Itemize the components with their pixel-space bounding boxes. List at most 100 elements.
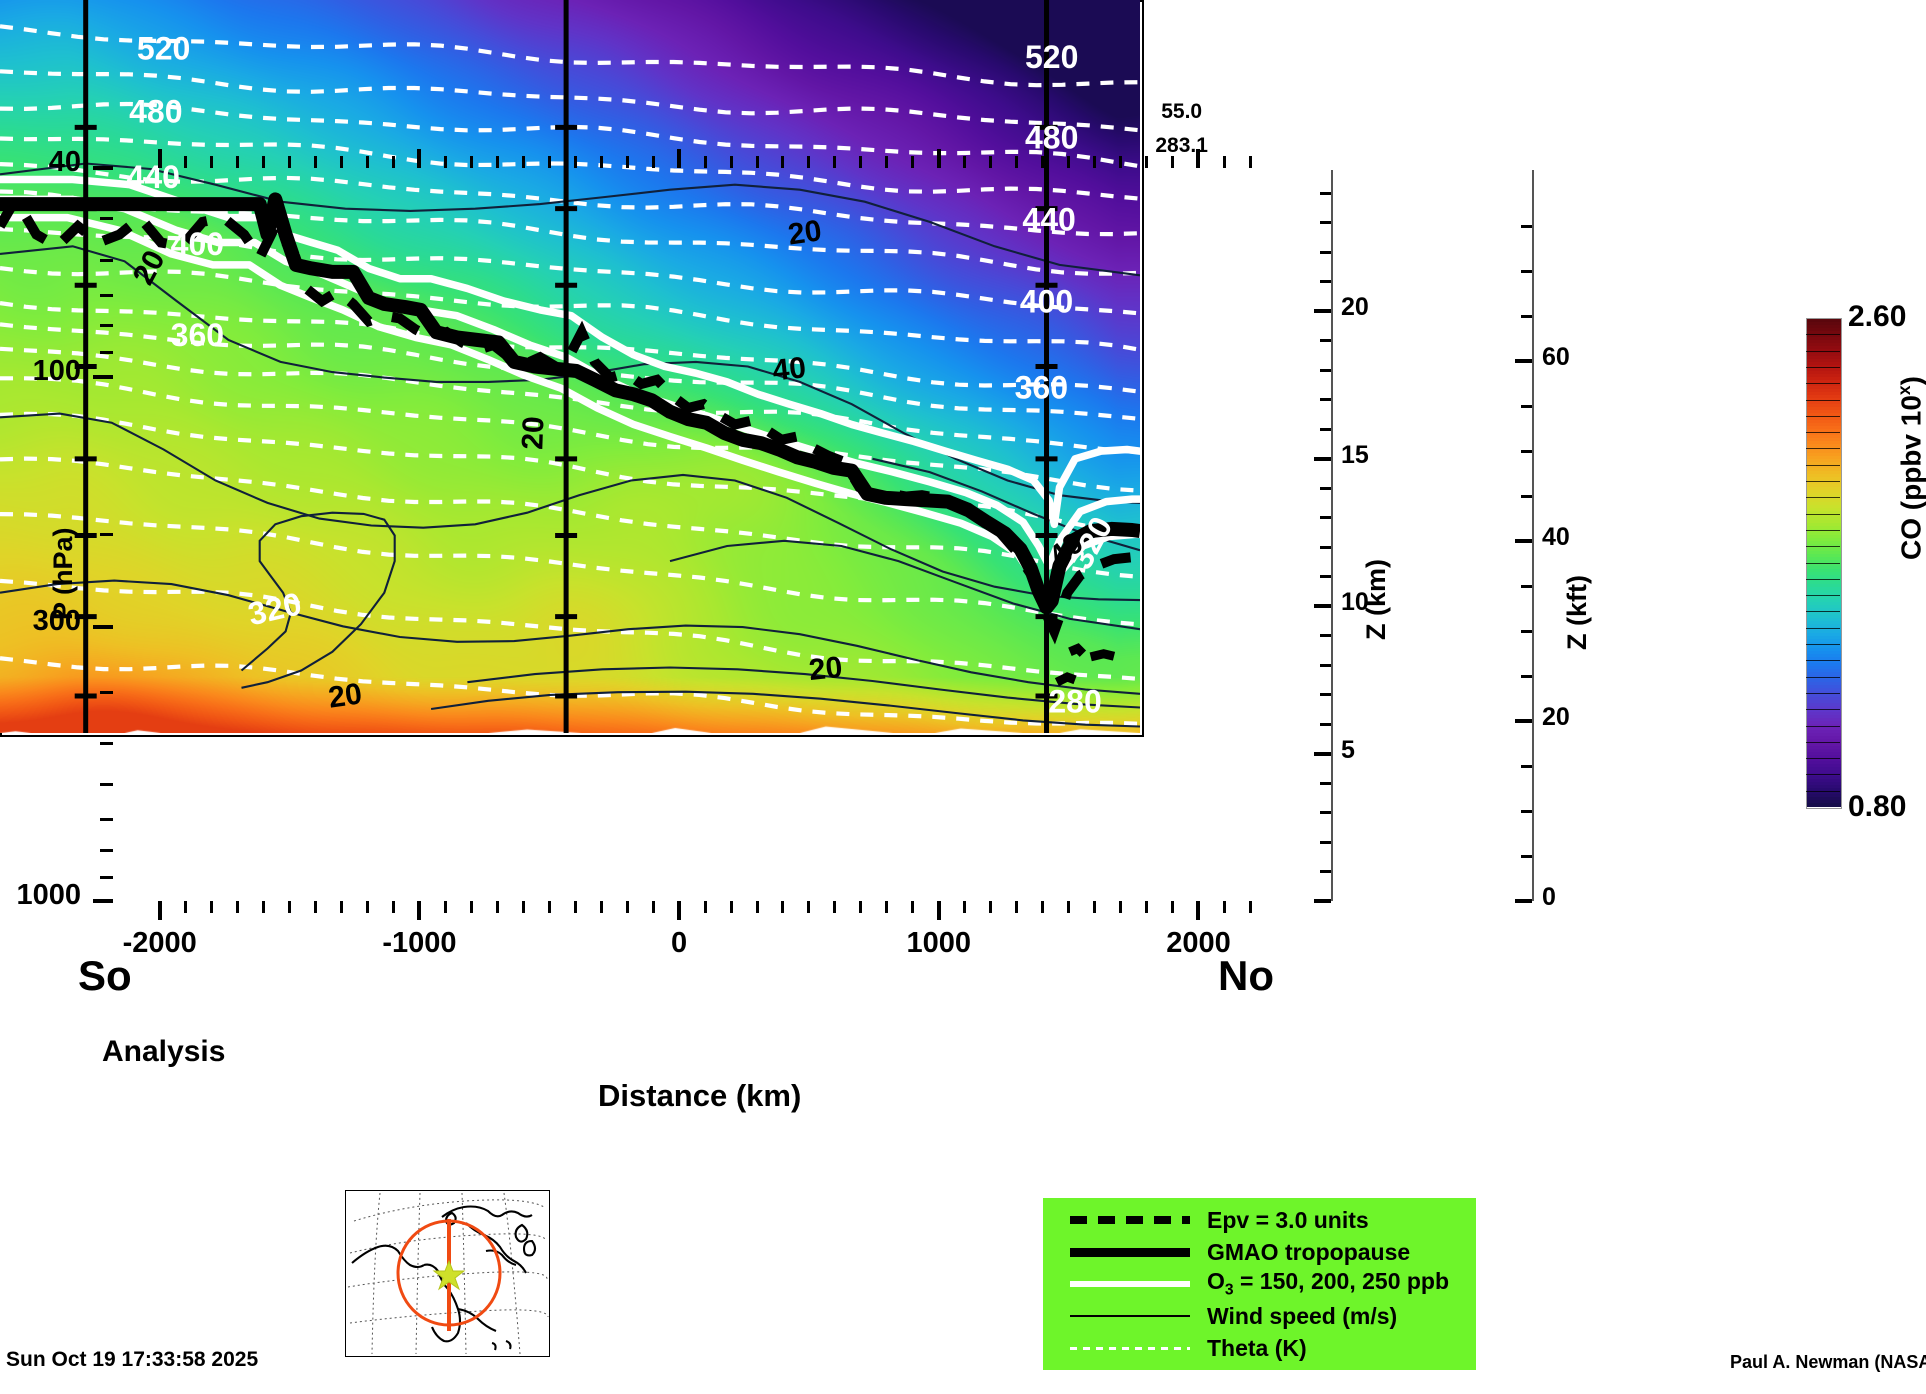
zkft-minor-tick [1521,674,1532,678]
colorbar-segment [1807,641,1841,646]
zkm-minor-tick [1320,516,1331,520]
x-top-tick [573,156,577,168]
colorbar-segment [1807,337,1841,341]
zkft-minor-tick [1521,629,1532,633]
theta-contour-290 [0,578,1140,682]
colorbar-segment [1807,742,1841,746]
x-top-tick [807,156,811,168]
colorbar-tick [1806,595,1840,597]
colorbar-tick [1806,546,1840,548]
colorbar-segment [1807,648,1841,652]
x-minor-tick [859,901,863,913]
zkm-minor-tick [1320,486,1331,490]
colorbar-segment [1807,556,1841,560]
p-minor-tick-600 [100,783,113,787]
x-top-tick [651,156,655,168]
zkft-minor-tick [1521,449,1532,453]
x-top-tick [495,156,499,168]
colorbar-segment [1807,425,1841,429]
zkm-minor-tick [1320,840,1331,844]
x-minor-tick [573,901,577,913]
colorbar-segment [1807,660,1841,664]
colorbar-segment [1807,410,1841,414]
p-tick-label-1000: 1000 [16,879,81,911]
wind-speed-contour-8 [0,579,1140,695]
x-top-tick [755,156,759,168]
legend-label-3: Wind speed (m/s) [1207,1302,1398,1329]
x-major-tick--1000 [417,901,422,920]
x-minor-tick [443,901,447,913]
x-minor-tick [547,901,551,913]
legend-item-4: Theta (K) [1043,1332,1476,1364]
colorbar-segment [1807,355,1841,359]
colorbar-segment [1807,440,1841,444]
x-top-tick [911,156,915,168]
colorbar-segment [1807,328,1841,332]
colorbar-segment [1807,401,1841,405]
colorbar-segment [1807,657,1841,661]
x-top-tick [1067,156,1071,168]
colorbar-segment [1807,532,1841,536]
colorbar-segment [1807,538,1841,542]
north-endpoint-label: No [1218,952,1274,999]
x-minor-tick [314,901,318,913]
colorbar-segment [1807,769,1841,773]
colorbar-segment [1807,702,1841,706]
x-minor-tick [1093,901,1097,913]
colorbar-segment [1807,666,1841,670]
legend-label-pre: O [1207,1268,1225,1295]
x-minor-tick [651,901,655,913]
x-top-tick [1196,149,1201,168]
colorbar-tick [1806,464,1840,466]
colorbar-segment [1807,386,1841,390]
colorbar-segment [1807,395,1841,399]
colorbar-tick [1806,481,1840,482]
map-inset-svg [347,1192,549,1355]
colorbar-tick [1806,334,1840,336]
colorbar-segment [1807,645,1841,649]
theta-label-520: 520 [137,30,190,66]
colorbar-segment [1807,450,1841,454]
x-minor-tick [184,901,188,913]
x-top-tick [599,156,603,168]
colorbar-segment [1807,757,1841,761]
x-top-tick [1093,156,1097,168]
legend-swatch-thick [1065,1236,1195,1268]
colorbar-segment [1807,498,1841,502]
colorbar-segment [1807,392,1841,396]
colorbar-segment [1807,705,1841,709]
colorbar-segment [1807,465,1841,469]
colorbar-tick [1806,660,1840,662]
legend-line-dash [1070,1216,1190,1224]
x-major-tick-1000 [936,901,941,920]
colorbar-segment [1807,681,1841,685]
colorbar-segment [1807,587,1841,591]
colorbar-segment [1807,599,1841,603]
zkft-minor-tick [1521,315,1532,318]
p-tick-label-100: 100 [32,354,81,387]
colorbar-segment [1807,361,1841,365]
theta-label-360: 360 [171,317,224,353]
x-top-tick [1041,156,1045,168]
colorbar-segment [1807,568,1841,572]
colorbar-tick [1806,529,1840,531]
zkft-tick-label-0: 0 [1542,883,1556,911]
colorbar-tick [1806,758,1840,760]
colorbar-segment [1807,596,1841,600]
p-minor-tick-700 [100,818,113,822]
theta-label-480: 480 [129,93,182,129]
zkm-minor-tick [1320,221,1331,225]
theta-label-480b: 480 [1025,120,1078,156]
colorbar-segment [1807,477,1841,481]
z-km-axis-line [1331,170,1333,901]
colorbar-segment [1807,358,1841,362]
colorbar-tick [1806,741,1840,743]
x-top-tick [1145,156,1149,168]
x-minor-tick [1170,901,1174,913]
colorbar-segment [1807,745,1841,749]
analysis-label: Analysis [102,1035,226,1068]
zkm-minor-tick [1320,663,1331,667]
x-minor-tick [599,901,603,913]
colorbar-segment [1807,565,1841,569]
colorbar-segment [1807,699,1841,703]
